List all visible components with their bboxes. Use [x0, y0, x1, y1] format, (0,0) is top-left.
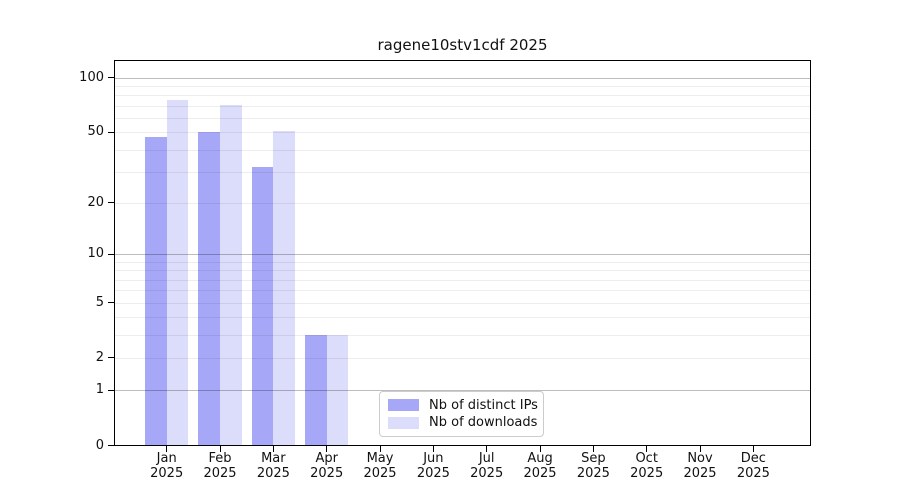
x-tick-label: Sep 2025	[565, 451, 621, 481]
y-tick-label: 10	[87, 246, 104, 262]
x-tick-mark	[166, 446, 168, 452]
x-tick-year: 2025	[470, 465, 504, 481]
y-tick-label: 5	[95, 294, 104, 310]
gridline-minor	[114, 95, 811, 97]
x-tick-month: Dec	[740, 451, 766, 466]
legend-swatch-distinct-ips	[388, 399, 419, 412]
x-tick-year: 2025	[203, 465, 237, 481]
x-tick-year: 2025	[150, 465, 184, 481]
x-tick-mark	[539, 446, 541, 452]
bar-downloads	[220, 104, 242, 445]
x-tick-year: 2025	[630, 465, 664, 481]
x-tick-mark	[432, 446, 434, 452]
x-tick-year: 2025	[256, 465, 290, 481]
bar-downloads	[326, 335, 349, 445]
x-tick-year: 2025	[310, 465, 344, 481]
chart-title: ragene10stv1cdf 2025	[377, 36, 548, 54]
x-tick-month: Feb	[208, 451, 232, 466]
bar-distinct-ips	[305, 335, 327, 445]
legend: Nb of distinct IPs Nb of downloads	[379, 391, 544, 437]
x-tick-year: 2025	[576, 465, 610, 481]
x-tick-label: Nov 2025	[672, 451, 728, 481]
x-tick-mark	[486, 446, 488, 452]
x-tick-label: Apr 2025	[299, 451, 355, 481]
x-tick-mark	[326, 446, 328, 452]
gridline-minor	[114, 117, 811, 119]
legend-swatch-downloads	[388, 416, 419, 429]
bar-downloads	[166, 100, 189, 445]
legend-label: Nb of downloads	[429, 415, 538, 431]
x-tick-year: 2025	[416, 465, 450, 481]
x-tick-mark	[219, 446, 221, 452]
y-tick-label: 20	[87, 194, 104, 210]
bar-distinct-ips	[145, 137, 167, 445]
x-tick-year: 2025	[363, 465, 397, 481]
x-tick-month: Sep	[581, 451, 606, 466]
legend-label: Nb of distinct IPs	[429, 397, 538, 413]
bar-distinct-ips	[198, 132, 221, 445]
y-tick-mark	[108, 131, 114, 133]
bar-downloads	[273, 130, 295, 445]
x-tick-mark	[752, 446, 754, 452]
x-tick-mark	[379, 446, 381, 452]
x-tick-month: Jan	[156, 451, 177, 466]
x-tick-label: May 2025	[352, 451, 408, 481]
x-tick-label: Aug 2025	[512, 451, 568, 481]
bar-distinct-ips	[251, 166, 274, 445]
x-tick-year: 2025	[736, 465, 770, 481]
x-tick-mark	[699, 446, 701, 452]
x-tick-mark	[592, 446, 594, 452]
x-tick-mark	[272, 446, 274, 452]
x-tick-label: Mar 2025	[245, 451, 301, 481]
y-tick-mark	[108, 357, 114, 359]
x-tick-label: Feb 2025	[192, 451, 248, 481]
x-tick-month: Jul	[478, 451, 495, 466]
x-tick-month: May	[366, 451, 394, 466]
legend-item: Nb of downloads	[388, 415, 538, 431]
y-tick-mark	[108, 389, 114, 391]
x-tick-label: Jan 2025	[139, 451, 195, 481]
x-tick-month: Jun	[423, 451, 444, 466]
x-tick-label: Jul 2025	[459, 451, 515, 481]
gridline-major	[114, 77, 811, 79]
y-tick-label: 2	[95, 349, 104, 365]
x-tick-label: Dec 2025	[725, 451, 781, 481]
x-tick-year: 2025	[523, 465, 557, 481]
y-tick-mark	[108, 202, 114, 204]
x-tick-label: Jun 2025	[405, 451, 461, 481]
gridline-minor	[114, 86, 811, 88]
x-tick-month: Mar	[261, 451, 286, 466]
x-tick-mark	[646, 446, 648, 452]
y-tick-mark	[108, 302, 114, 304]
y-tick-label: 50	[87, 124, 104, 140]
y-tick-mark	[108, 77, 114, 79]
legend-item: Nb of distinct IPs	[388, 397, 538, 413]
x-tick-month: Nov	[687, 451, 713, 466]
y-tick-mark	[108, 445, 114, 446]
x-tick-year: 2025	[683, 465, 717, 481]
gridline-minor	[114, 105, 811, 107]
x-tick-month: Aug	[527, 451, 553, 466]
y-tick-label: 1	[95, 382, 104, 398]
x-tick-month: Apr	[315, 451, 338, 466]
y-tick-label: 100	[79, 69, 104, 85]
x-tick-month: Oct	[635, 451, 658, 466]
y-tick-label: 0	[95, 437, 104, 453]
x-tick-label: Oct 2025	[619, 451, 675, 481]
y-tick-mark	[108, 253, 114, 255]
